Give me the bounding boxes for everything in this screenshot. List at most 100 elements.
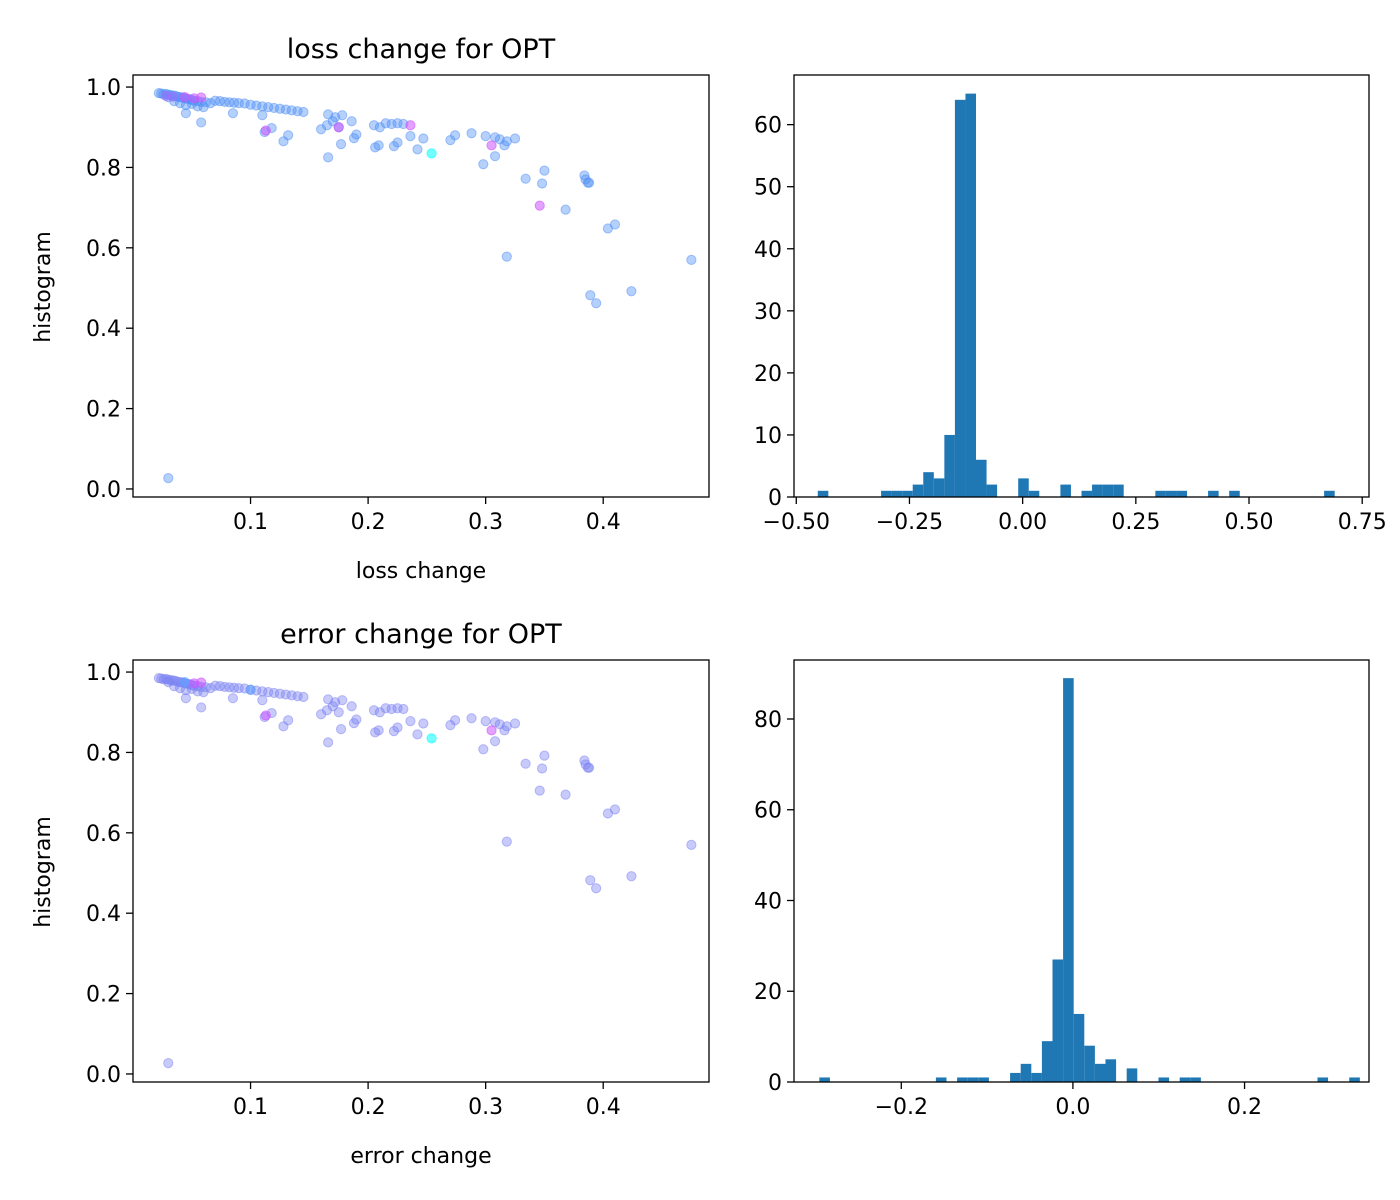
error-change-scatter-point <box>418 718 429 729</box>
error-change-scatter-point <box>351 714 362 725</box>
error-change-histogram-y-tick-label: 80 <box>754 708 782 733</box>
error-change-scatter-point <box>198 687 209 698</box>
loss-change-scatter-x-tick-label: 0.1 <box>233 510 268 535</box>
error-change-scatter-x-tick-label: 0.3 <box>468 1095 503 1120</box>
loss-change-scatter-highlight-point <box>486 140 497 151</box>
loss-change-histogram-y-tick-label: 50 <box>754 176 782 201</box>
error-change-scatter-point <box>368 705 380 716</box>
loss-change-histogram-bar <box>1208 490 1219 497</box>
loss-change-scatter-point <box>368 120 380 131</box>
error-change-scatter-point <box>591 883 602 894</box>
error-change-scatter-highlight-point <box>426 733 437 744</box>
loss-change-histogram-x-tick-label: 0.25 <box>1111 510 1160 535</box>
error-change-scatter-point <box>180 693 191 704</box>
loss-change-scatter-point <box>520 173 531 184</box>
loss-change-scatter-point <box>323 152 334 163</box>
loss-change-scatter-title: loss change for OPT <box>287 34 556 65</box>
loss-change-scatter-point <box>180 108 191 119</box>
error-change-scatter-x-tick-label: 0.4 <box>586 1095 621 1120</box>
error-change-histogram-y-tick-label: 20 <box>754 980 782 1005</box>
loss-change-histogram-bar <box>923 472 934 497</box>
loss-change-scatter-point <box>373 140 384 151</box>
loss-change-scatter-point <box>418 133 429 144</box>
loss-change-scatter-point <box>392 137 403 148</box>
error-change-histogram-bar <box>1349 1077 1360 1082</box>
loss-change-scatter-point <box>686 254 697 265</box>
loss-change-scatter-x-tick-label: 0.2 <box>351 510 386 535</box>
error-change-histogram-y-tick-label: 0 <box>768 1071 782 1096</box>
loss-change-scatter-point <box>501 251 512 262</box>
loss-change-histogram-x-tick-label: 0.00 <box>998 510 1047 535</box>
error-change-histogram-bar <box>1126 1068 1138 1082</box>
error-change-scatter-point <box>583 762 595 773</box>
loss-change-histogram-bar <box>1176 490 1187 497</box>
loss-change-histogram-y-tick-label: 0 <box>768 486 782 511</box>
error-change-histogram-bar <box>1041 1041 1053 1082</box>
error-change-scatter-point <box>686 839 697 850</box>
loss-change-histogram-panel: −0.50 −0.25 0.00 0.25 0.50 0.75 0 10 20 30 40 50 60 <box>754 74 1387 535</box>
loss-change-scatter-highlight-point <box>426 148 437 159</box>
error-change-scatter-highlight-point <box>486 725 497 736</box>
error-change-scatter-point <box>520 758 531 769</box>
loss-change-scatter-point <box>536 178 548 189</box>
loss-change-histogram-bar <box>912 484 924 497</box>
loss-change-scatter-point <box>412 144 423 155</box>
loss-change-histogram-bar <box>1229 490 1240 497</box>
loss-change-scatter-point <box>283 130 294 141</box>
loss-change-histogram-bar <box>944 434 955 497</box>
loss-change-histogram-bar <box>976 459 987 497</box>
error-change-scatter-highlight-point <box>179 677 190 688</box>
loss-change-histogram-bar <box>1092 484 1103 497</box>
error-change-histogram-bar <box>978 1077 989 1082</box>
loss-change-scatter-point <box>609 219 621 230</box>
loss-change-scatter-point <box>583 177 595 188</box>
loss-change-histogram-bar <box>1018 478 1029 497</box>
error-change-scatter-point <box>337 695 348 706</box>
loss-change-scatter-highlight-point <box>196 92 207 103</box>
error-change-scatter-point <box>257 695 268 706</box>
error-change-scatter-panel: error change for OPT error change histog… <box>31 619 710 1169</box>
loss-change-scatter-highlight-point <box>534 200 545 211</box>
error-change-histogram-panel: −0.2 0.0 0.2 0 20 40 60 80 <box>754 659 1370 1120</box>
error-change-histogram-bar <box>1179 1077 1191 1082</box>
error-change-scatter-point <box>478 744 489 755</box>
loss-change-y-axis-label: histogram <box>31 231 56 343</box>
loss-change-histogram-bar <box>986 484 998 497</box>
loss-change-scatter-highlight-point <box>179 92 190 103</box>
error-change-scatter-point <box>335 724 347 735</box>
error-change-scatter-point <box>449 715 461 726</box>
error-change-scatter-point <box>585 875 596 886</box>
loss-change-scatter-point <box>478 159 489 170</box>
error-change-scatter-y-tick-label: 0.6 <box>86 822 121 847</box>
loss-change-scatter-panel: loss change for OPT loss change histogra… <box>31 34 710 584</box>
error-change-histogram-y-tick-label: 40 <box>754 889 782 914</box>
loss-change-histogram-y-tick-label: 30 <box>754 300 782 325</box>
loss-change-histogram-bar <box>1113 484 1124 497</box>
loss-change-histogram-bar <box>1081 490 1093 497</box>
error-change-histogram-bar <box>1063 678 1074 1082</box>
loss-change-x-axis-label: loss change <box>356 559 486 584</box>
error-change-scatter-point <box>626 871 637 882</box>
loss-change-scatter-point <box>466 128 477 139</box>
error-change-scatter-y-tick-label: 0.4 <box>86 902 121 927</box>
loss-change-scatter-y-tick-label: 1.0 <box>86 76 121 101</box>
loss-change-histogram-y-tick-label: 60 <box>754 114 782 139</box>
loss-change-scatter-point <box>539 165 550 176</box>
error-change-scatter-point <box>323 737 334 748</box>
loss-change-histogram-bar <box>965 93 977 497</box>
error-change-histogram-bar <box>1052 959 1064 1082</box>
error-change-scatter-highlight-point <box>196 677 207 688</box>
loss-change-scatter-point <box>585 290 596 301</box>
loss-change-scatter-point <box>591 298 602 309</box>
error-change-histogram-bar <box>1010 1072 1021 1082</box>
error-change-scatter-axes-frame <box>132 659 710 1083</box>
error-change-scatter-highlight-point <box>260 710 271 721</box>
loss-change-histogram-y-tick-label: 10 <box>754 424 782 449</box>
loss-change-scatter-point <box>196 117 207 128</box>
error-change-histogram-bar <box>967 1077 979 1082</box>
loss-change-scatter-x-tick-label: 0.3 <box>468 510 503 535</box>
loss-change-histogram-y-tick-label: 20 <box>754 362 782 387</box>
error-change-histogram-bar <box>1190 1077 1201 1082</box>
loss-change-scatter-point <box>405 130 416 142</box>
